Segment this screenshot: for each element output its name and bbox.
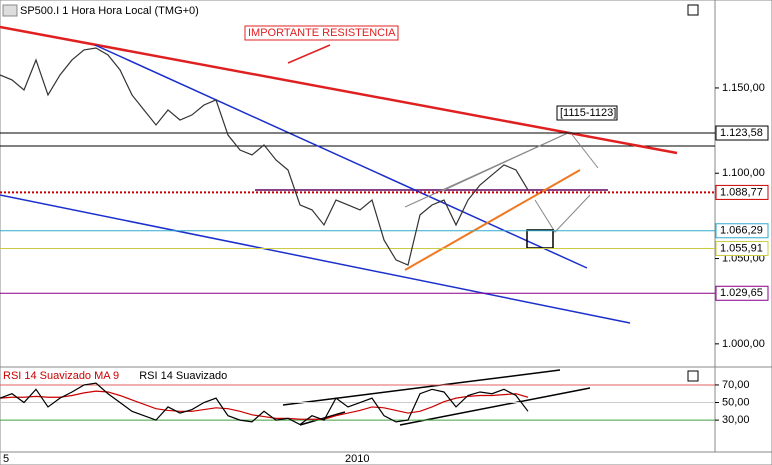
annotation-box xyxy=(244,25,399,41)
y-tick-label: 50,00 xyxy=(722,396,750,408)
series-line xyxy=(0,390,529,420)
callout-line xyxy=(287,44,331,64)
projection-line xyxy=(534,194,591,233)
maximize-button[interactable] xyxy=(687,370,699,382)
legend-entry: RSI 14 Suavizado MA 9 xyxy=(3,370,119,382)
cfd-icon xyxy=(2,4,18,17)
rsi-trend-line xyxy=(399,387,591,426)
x-label: 2010 xyxy=(345,453,369,465)
level-label-box xyxy=(715,240,769,256)
level-label: 1.066,29 xyxy=(720,225,763,237)
y-tick-label: 1.000,00 xyxy=(722,338,765,350)
legend-entry: RSI 14 Suavizado xyxy=(139,370,227,382)
resistance-line xyxy=(0,25,678,155)
annotation: IMPORTANTE RESISTENCIA xyxy=(248,27,396,39)
y-tick-label: 70,00 xyxy=(722,379,750,391)
series-line xyxy=(0,47,529,266)
rsi-trend-line xyxy=(282,369,561,406)
projection-line xyxy=(439,131,571,193)
y-tick-label: 30,00 xyxy=(722,414,750,426)
x-label: 5 xyxy=(3,453,9,465)
level-label-box xyxy=(715,125,769,141)
level-label-box xyxy=(715,223,769,239)
trend-line xyxy=(0,194,631,324)
maximize-button[interactable] xyxy=(687,4,699,16)
level-label: 1.029,65 xyxy=(720,287,763,299)
annotation-box xyxy=(556,105,618,121)
level-label: 1.123,58 xyxy=(720,127,763,139)
level-label: 1.088,77 xyxy=(720,186,763,198)
rsi-trend-line xyxy=(299,411,346,426)
support-line xyxy=(404,169,581,271)
y-tick-label: 1.100,00 xyxy=(722,167,765,179)
y-tick-label: 1.150,00 xyxy=(722,82,765,94)
level-label-box xyxy=(715,184,769,200)
series-line xyxy=(0,382,529,426)
annotation: [1115-1123] xyxy=(560,107,616,119)
chart-title: SP500.I 1 Hora Hora Local (TMG+0) xyxy=(20,5,199,17)
level-label-box xyxy=(715,285,769,301)
level-label: 1.055,91 xyxy=(720,242,763,254)
